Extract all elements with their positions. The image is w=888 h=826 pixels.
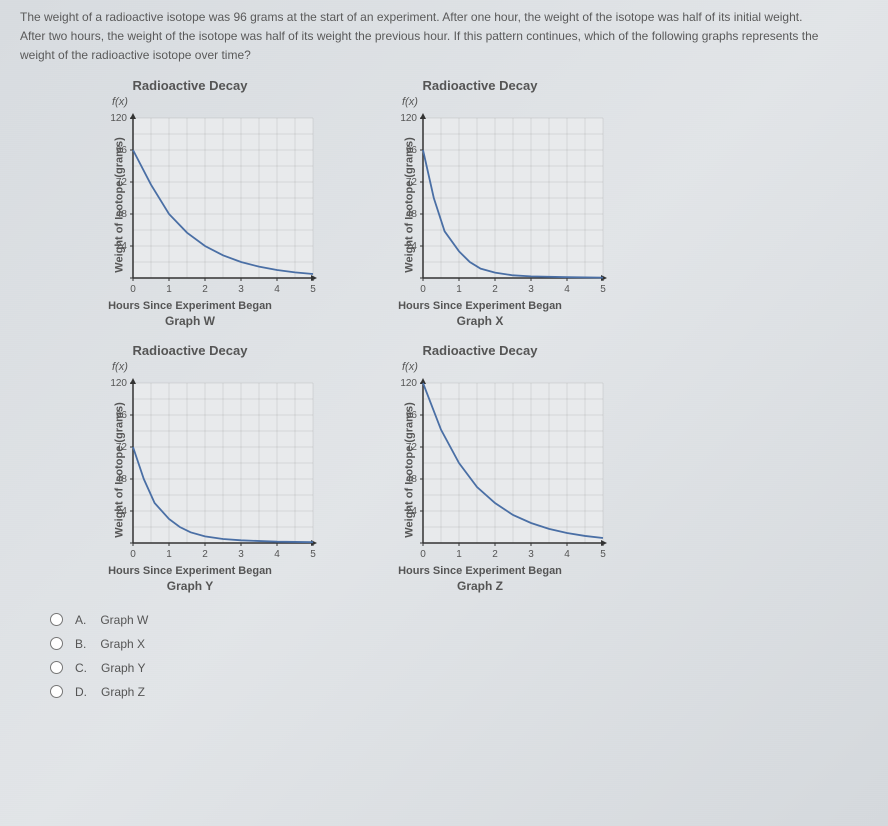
svg-text:2: 2 [492, 284, 498, 295]
svg-text:5: 5 [600, 549, 606, 560]
svg-text:72: 72 [116, 177, 128, 188]
fx-label: f(x) [112, 96, 128, 108]
chart-z: Radioactive Decay f(x) Weight of Isotope… [340, 343, 620, 598]
question-line2: After two hours, the weight of the isoto… [20, 29, 818, 43]
svg-text:48: 48 [116, 474, 128, 485]
x-axis-label: Hours Since Experiment Began [50, 300, 330, 312]
x-axis-label: Hours Since Experiment Began [340, 300, 620, 312]
fx-label: f(x) [112, 361, 128, 373]
fx-label: f(x) [402, 96, 418, 108]
svg-text:0: 0 [420, 284, 426, 295]
svg-text:4: 4 [274, 284, 280, 295]
svg-text:3: 3 [528, 284, 534, 295]
chart-title: Radioactive Decay [340, 78, 620, 93]
svg-text:72: 72 [116, 442, 128, 453]
svg-text:24: 24 [406, 241, 418, 252]
chart-title: Radioactive Decay [50, 343, 330, 358]
chart-title: Radioactive Decay [340, 343, 620, 358]
question-text: The weight of a radioactive isotope was … [20, 8, 868, 66]
svg-text:48: 48 [116, 209, 128, 220]
graph-name: Graph Y [50, 579, 330, 593]
question-line3: weight of the radioactive isotope over t… [20, 48, 251, 62]
svg-text:2: 2 [202, 549, 208, 560]
svg-text:48: 48 [406, 474, 418, 485]
chart-svg: x24487296120012345 [108, 113, 318, 298]
svg-text:48: 48 [406, 209, 418, 220]
option-letter: B. [75, 637, 86, 651]
chart-svg: x24487296120012345 [108, 378, 318, 563]
svg-text:120: 120 [400, 113, 417, 124]
svg-text:120: 120 [110, 113, 127, 124]
option-label: Graph W [100, 613, 148, 627]
svg-text:3: 3 [238, 284, 244, 295]
svg-text:2: 2 [492, 549, 498, 560]
svg-text:24: 24 [116, 506, 128, 517]
radio-c[interactable] [50, 661, 63, 674]
option-a[interactable]: A. Graph W [50, 613, 868, 627]
option-letter: D. [75, 685, 87, 699]
option-c[interactable]: C. Graph Y [50, 661, 868, 675]
option-label: Graph X [100, 637, 145, 651]
chart-svg: x24487296120012345 [398, 113, 608, 298]
svg-text:120: 120 [400, 378, 417, 389]
svg-text:2: 2 [202, 284, 208, 295]
svg-text:1: 1 [456, 549, 462, 560]
svg-text:1: 1 [456, 284, 462, 295]
option-letter: C. [75, 661, 87, 675]
graph-name: Graph W [50, 314, 330, 328]
svg-text:24: 24 [116, 241, 128, 252]
plot-area: x24487296120012345 [398, 113, 620, 298]
svg-text:4: 4 [564, 284, 570, 295]
svg-text:72: 72 [406, 442, 418, 453]
svg-text:5: 5 [310, 549, 316, 560]
svg-text:96: 96 [116, 410, 128, 421]
option-label: Graph Z [101, 685, 145, 699]
plot-area: x24487296120012345 [108, 113, 330, 298]
x-axis-label: Hours Since Experiment Began [50, 565, 330, 577]
svg-text:4: 4 [564, 549, 570, 560]
plot-area: x24487296120012345 [398, 378, 620, 563]
radio-b[interactable] [50, 637, 63, 650]
option-label: Graph Y [101, 661, 145, 675]
plot-area: x24487296120012345 [108, 378, 330, 563]
svg-text:96: 96 [116, 145, 128, 156]
graph-name: Graph X [340, 314, 620, 328]
svg-text:96: 96 [406, 145, 418, 156]
radio-d[interactable] [50, 685, 63, 698]
svg-text:3: 3 [238, 549, 244, 560]
svg-text:0: 0 [420, 549, 426, 560]
svg-text:3: 3 [528, 549, 534, 560]
svg-text:5: 5 [310, 284, 316, 295]
svg-text:0: 0 [130, 284, 136, 295]
chart-w: Radioactive Decay f(x) Weight of Isotope… [50, 78, 330, 333]
svg-text:4: 4 [274, 549, 280, 560]
chart-x: Radioactive Decay f(x) Weight of Isotope… [340, 78, 620, 333]
svg-text:1: 1 [166, 549, 172, 560]
svg-text:96: 96 [406, 410, 418, 421]
chart-svg: x24487296120012345 [398, 378, 608, 563]
svg-text:72: 72 [406, 177, 418, 188]
option-letter: A. [75, 613, 86, 627]
question-line1: The weight of a radioactive isotope was … [20, 10, 802, 24]
option-b[interactable]: B. Graph X [50, 637, 868, 651]
charts-grid: Radioactive Decay f(x) Weight of Isotope… [50, 78, 868, 598]
svg-text:1: 1 [166, 284, 172, 295]
chart-title: Radioactive Decay [50, 78, 330, 93]
svg-text:24: 24 [406, 506, 418, 517]
svg-text:5: 5 [600, 284, 606, 295]
answer-options: A. Graph W B. Graph X C. Graph Y D. Grap… [50, 613, 868, 699]
svg-text:120: 120 [110, 378, 127, 389]
graph-name: Graph Z [340, 579, 620, 593]
svg-text:0: 0 [130, 549, 136, 560]
option-d[interactable]: D. Graph Z [50, 685, 868, 699]
fx-label: f(x) [402, 361, 418, 373]
x-axis-label: Hours Since Experiment Began [340, 565, 620, 577]
chart-y: Radioactive Decay f(x) Weight of Isotope… [50, 343, 330, 598]
radio-a[interactable] [50, 613, 63, 626]
